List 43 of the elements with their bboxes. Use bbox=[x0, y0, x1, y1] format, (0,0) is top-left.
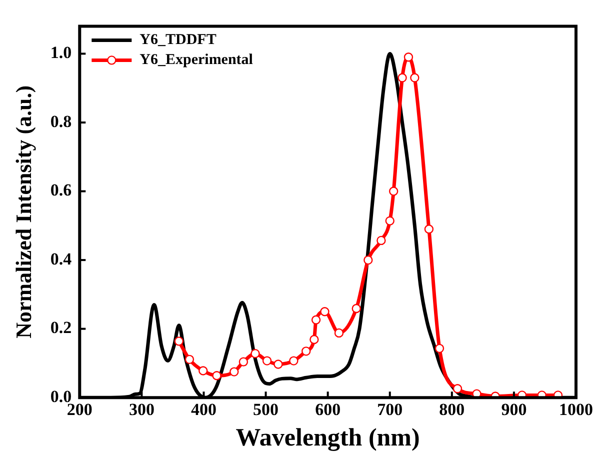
x-tick-label: 700 bbox=[377, 400, 403, 420]
y-tick-label: 0.6 bbox=[50, 180, 72, 200]
point bbox=[334, 328, 344, 338]
point bbox=[274, 360, 283, 369]
x-axis-title: Wavelength (nm) bbox=[236, 424, 420, 452]
point bbox=[385, 216, 394, 226]
point bbox=[434, 344, 444, 354]
y-tick-label: 0.8 bbox=[50, 112, 72, 131]
point bbox=[310, 334, 319, 344]
point bbox=[212, 370, 222, 380]
x-tick-label: 300 bbox=[128, 400, 154, 420]
point bbox=[302, 346, 311, 356]
point bbox=[289, 356, 298, 366]
point bbox=[388, 186, 398, 196]
point bbox=[311, 315, 321, 324]
x-tick-label: 500 bbox=[253, 400, 279, 420]
point bbox=[410, 73, 420, 82]
legend-label: Y6_Experimental bbox=[140, 52, 253, 68]
x-tick-label: 800 bbox=[439, 400, 465, 420]
point bbox=[364, 255, 373, 265]
x-tick-label: 900 bbox=[501, 400, 527, 420]
point bbox=[250, 348, 260, 358]
point bbox=[184, 354, 194, 364]
y-tick-label: 1.0 bbox=[50, 43, 72, 62]
point bbox=[376, 236, 386, 246]
point bbox=[198, 366, 208, 376]
legend-label: Y6_TDDFT bbox=[140, 32, 216, 48]
x-tick-label: 600 bbox=[315, 400, 341, 420]
point bbox=[174, 336, 184, 346]
point bbox=[262, 356, 272, 366]
point bbox=[452, 384, 462, 394]
point bbox=[398, 73, 407, 82]
point bbox=[424, 224, 434, 234]
y-tick-label: 0.4 bbox=[50, 249, 72, 268]
y-tick-label: 0.2 bbox=[50, 318, 72, 338]
point bbox=[320, 307, 330, 316]
point bbox=[238, 357, 248, 366]
x-tick-label: 400 bbox=[190, 400, 216, 420]
point bbox=[404, 52, 414, 62]
x-tick-label: 1000 bbox=[559, 400, 593, 420]
y-axis-title: Normalized Intensity (a.u.) bbox=[10, 85, 36, 338]
point bbox=[352, 304, 361, 314]
point bbox=[230, 367, 239, 376]
